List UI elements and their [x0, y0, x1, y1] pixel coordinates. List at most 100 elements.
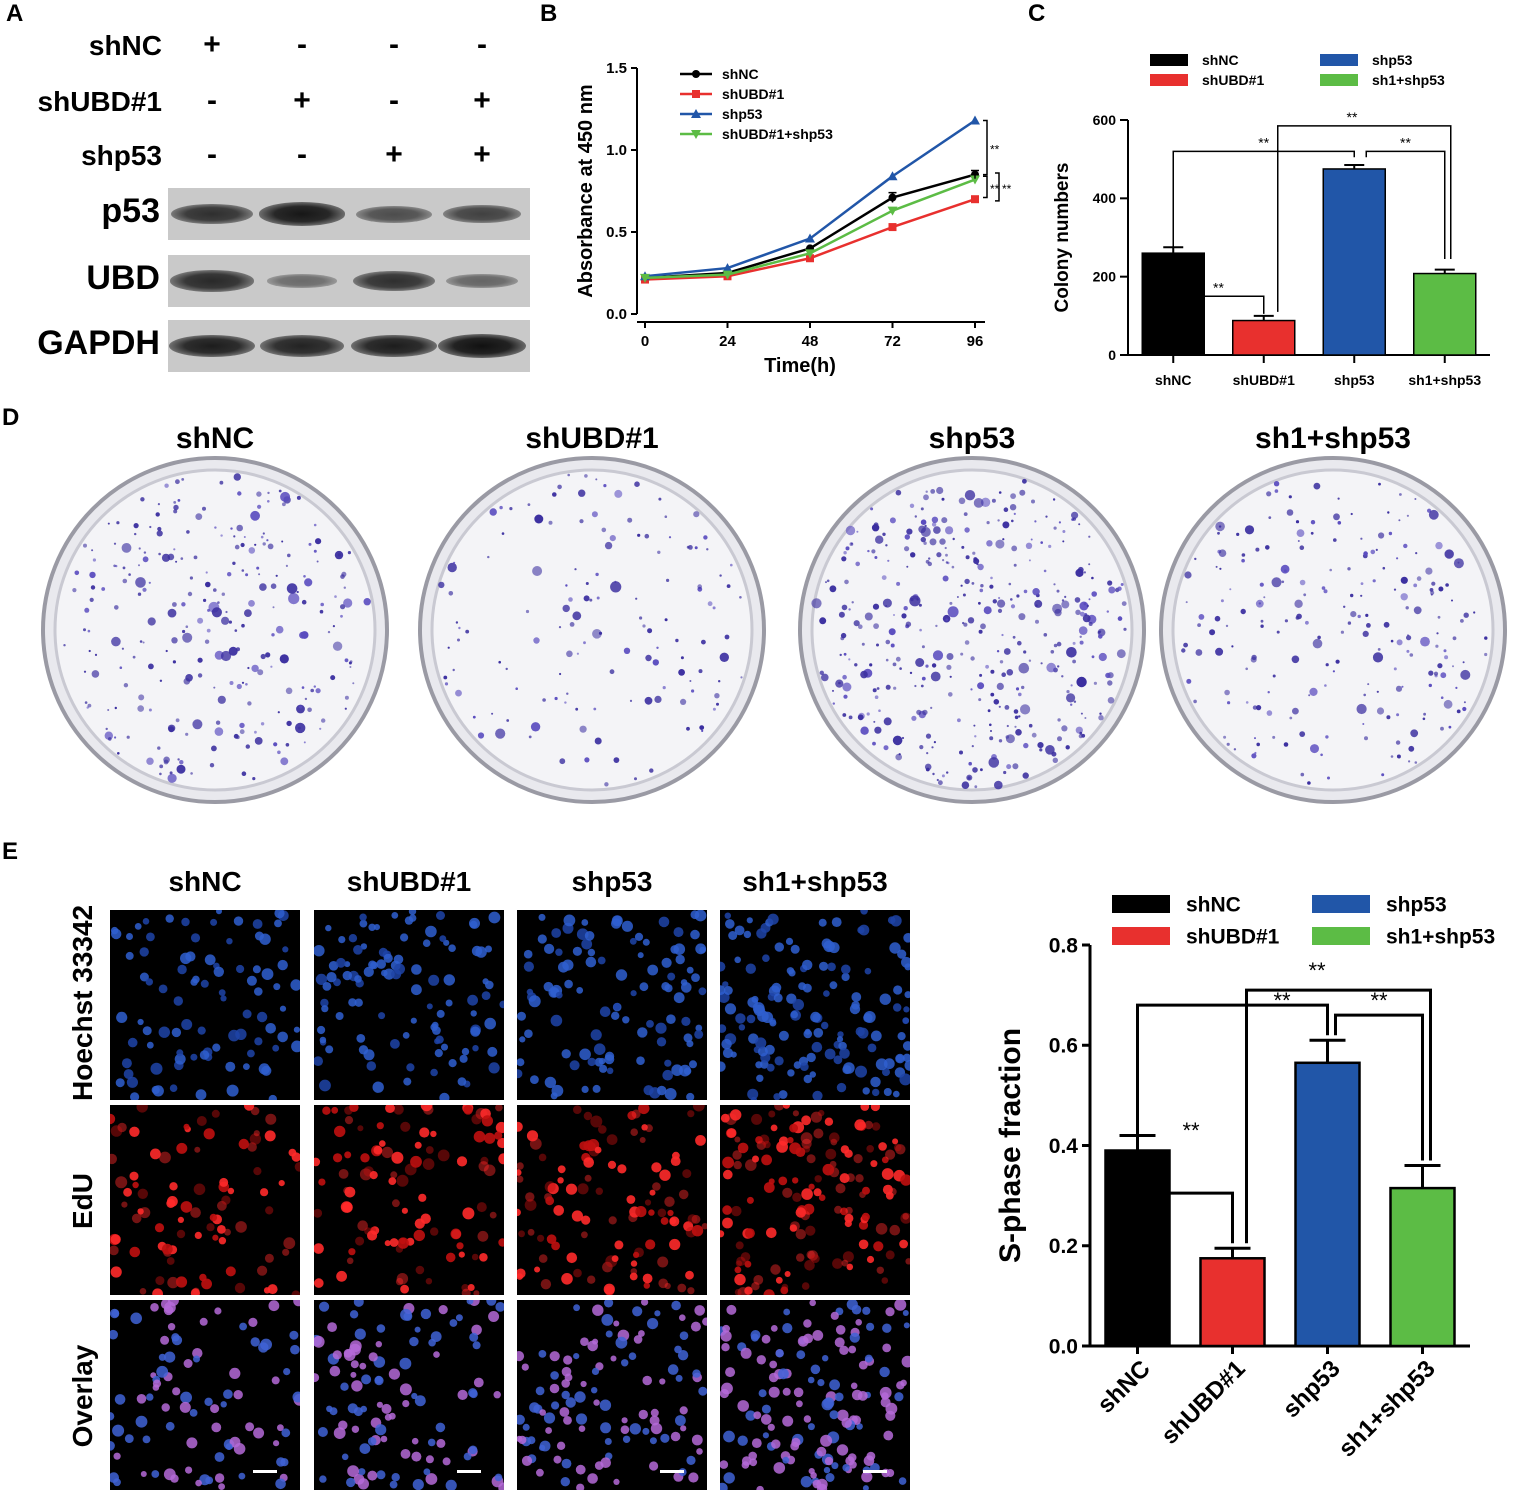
cell-nucleus [633, 1335, 643, 1344]
colony [1195, 649, 1203, 656]
colony [138, 694, 145, 701]
cell-nucleus [649, 1461, 659, 1471]
cell-nucleus [466, 1300, 474, 1305]
cell-nucleus [848, 1345, 857, 1354]
colony [214, 727, 224, 736]
colony [332, 641, 343, 651]
colony [1241, 553, 1246, 557]
colony [893, 686, 897, 690]
colony [1398, 519, 1401, 522]
cell-nucleus [734, 1273, 746, 1286]
cell-nucleus [836, 1444, 849, 1456]
colony [116, 521, 120, 525]
colony [845, 546, 850, 551]
cell-nucleus [900, 1212, 910, 1224]
colony [452, 668, 455, 672]
cell-nucleus [832, 1258, 843, 1269]
colony [313, 523, 317, 527]
cell-nucleus [290, 979, 300, 991]
colony [344, 658, 349, 663]
cell-nucleus [629, 1423, 641, 1435]
micrograph-tile [314, 1105, 504, 1295]
cell-nucleus [855, 1174, 864, 1183]
colony [267, 491, 270, 495]
cell-nucleus [871, 1122, 881, 1131]
colony [183, 678, 191, 685]
cell-nucleus [517, 1169, 522, 1176]
cell-nucleus [790, 944, 800, 954]
significance-mark: ** [1258, 134, 1269, 150]
colony [1347, 567, 1351, 571]
cell-nucleus [535, 1386, 545, 1396]
cell-nucleus [750, 1330, 761, 1340]
cell-nucleus [730, 1109, 742, 1121]
colony [1057, 665, 1060, 668]
colony [1387, 511, 1390, 514]
colony [857, 714, 864, 721]
cell-nucleus [738, 1024, 746, 1031]
colony [296, 590, 299, 594]
panel-letter-d: D [2, 404, 20, 431]
colony [964, 527, 970, 533]
cell-nucleus [433, 1351, 440, 1358]
cell-nucleus [860, 910, 868, 915]
colony [1215, 521, 1225, 532]
colony [257, 504, 262, 509]
cell-nucleus [206, 1223, 215, 1232]
colony [1452, 665, 1454, 668]
cell-nucleus [862, 1485, 869, 1490]
cell-nucleus [250, 1337, 260, 1347]
cell-nucleus [159, 1151, 171, 1164]
cell-nucleus [236, 964, 245, 974]
cell-nucleus [595, 1187, 603, 1195]
cell-nucleus [831, 1462, 839, 1470]
colony [1017, 640, 1022, 646]
colony [1241, 558, 1245, 563]
cell-nucleus [406, 1063, 415, 1072]
cell-nucleus [180, 952, 192, 964]
colony [1218, 549, 1227, 557]
cell-nucleus [701, 1223, 707, 1230]
colony [1244, 525, 1255, 535]
colony [1266, 710, 1273, 716]
cell-nucleus [581, 1231, 588, 1239]
cell-nucleus [744, 1260, 752, 1268]
cell-nucleus [771, 1439, 781, 1449]
cell-nucleus [430, 1068, 438, 1077]
cell-nucleus [225, 1266, 236, 1277]
colony [993, 699, 1000, 705]
colony [1396, 557, 1399, 560]
colony [185, 732, 189, 736]
colony [259, 583, 267, 591]
cell-nucleus [899, 1073, 910, 1086]
cell-nucleus [169, 1182, 178, 1191]
colony [1091, 655, 1095, 659]
cell-nucleus [837, 1031, 844, 1038]
cell-nucleus [882, 1068, 890, 1077]
cell-nucleus [641, 1124, 648, 1131]
colony [175, 718, 180, 723]
colony [237, 491, 242, 496]
colony [893, 614, 895, 616]
y-tick-label: 0.5 [606, 224, 627, 241]
cell-nucleus [209, 1213, 218, 1222]
colony [811, 598, 822, 609]
cell-nucleus [391, 912, 399, 919]
colony [584, 474, 588, 478]
data-point [805, 233, 815, 243]
significance-bracket [1245, 988, 1432, 1244]
colony [344, 707, 347, 710]
cell-nucleus [110, 1329, 118, 1340]
colony [142, 641, 145, 644]
cell-nucleus [354, 998, 363, 1007]
colony [281, 540, 284, 543]
colony [1281, 580, 1285, 584]
colony [885, 658, 889, 662]
treatment-label: shNC [88, 30, 162, 61]
colony [169, 771, 173, 775]
colony [505, 667, 508, 671]
colony [1079, 640, 1084, 645]
colony [567, 473, 570, 477]
cell-nucleus [654, 1310, 661, 1317]
colony [1256, 705, 1262, 711]
